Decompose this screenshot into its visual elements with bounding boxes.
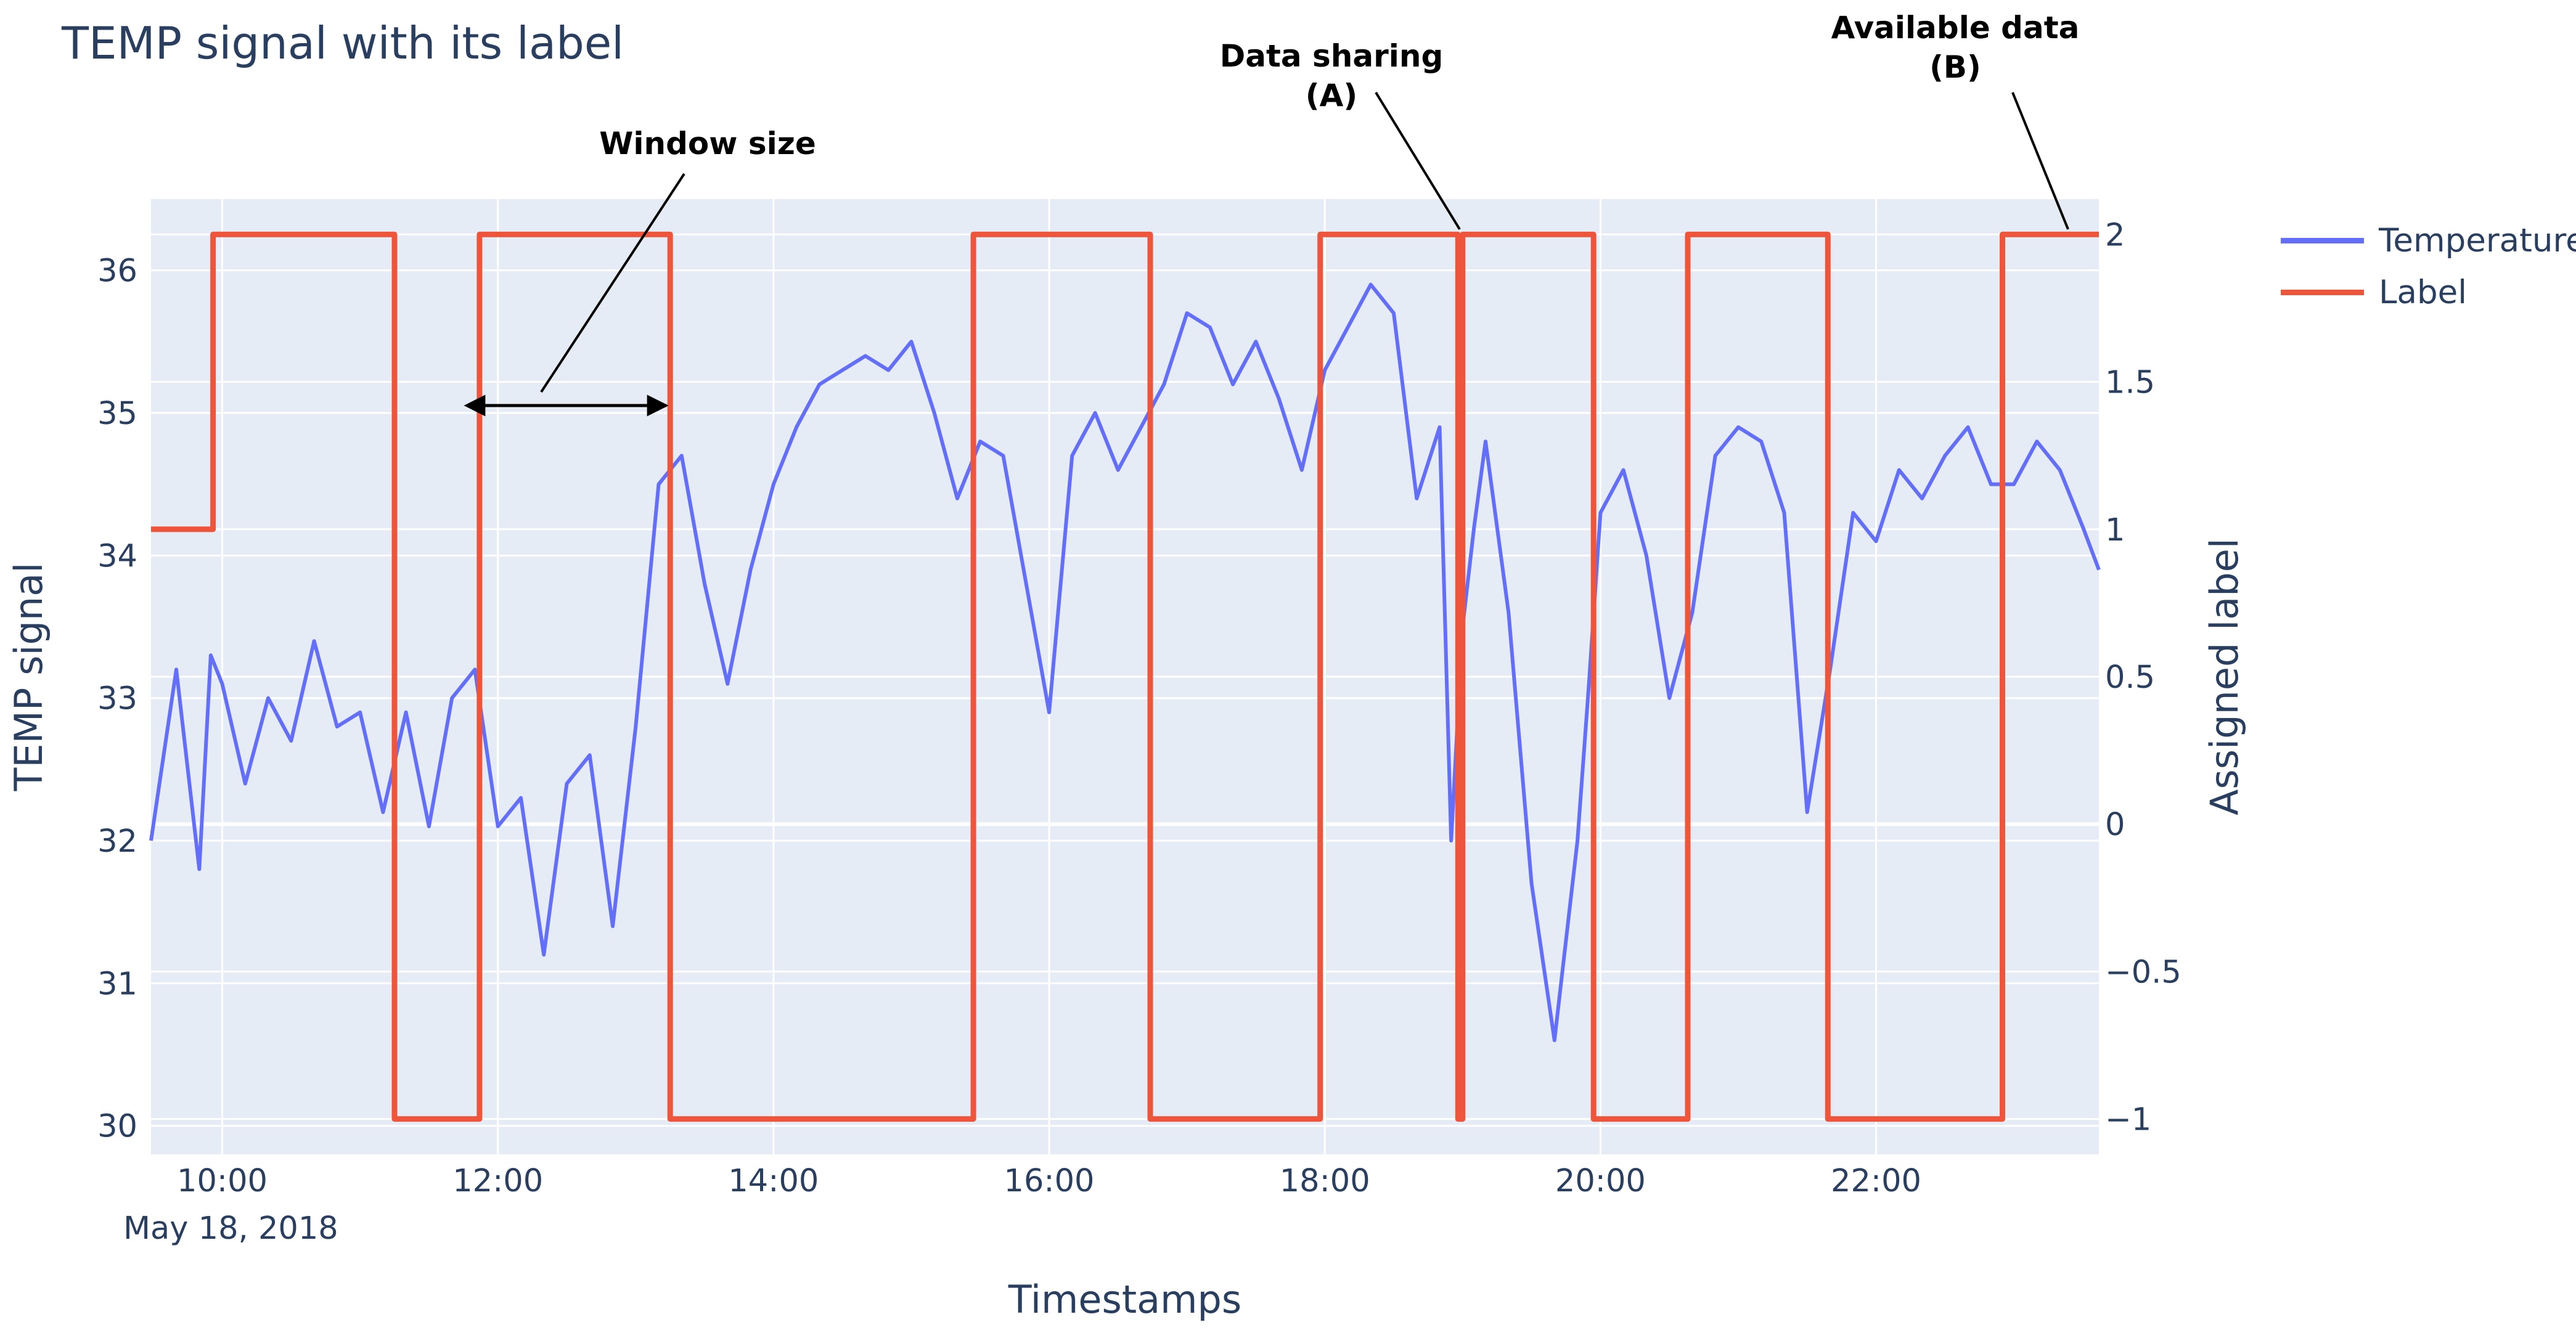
y2-axis-title: Assigned label <box>2202 538 2247 815</box>
legend-swatch-label <box>2281 289 2364 295</box>
x-tick-label: 18:00 <box>1280 1163 1370 1199</box>
x-tick-label: 12:00 <box>452 1163 543 1199</box>
annotation-available-data: Available data <box>1831 10 2080 46</box>
y-tick-label: 35 <box>97 396 137 432</box>
annotation-data-sharing-tag: (A) <box>1306 78 1357 113</box>
x-tick-label: 14:00 <box>728 1163 819 1199</box>
series-line-label <box>151 231 2099 1122</box>
annotation-window-size: Window size <box>599 126 816 161</box>
y2-tick-label: 1.5 <box>2105 365 2155 401</box>
y-tick-label: 31 <box>97 966 137 1002</box>
y2-tick-label: 1 <box>2105 512 2125 549</box>
y-tick-label: 33 <box>97 681 137 717</box>
x-date-label: May 18, 2018 <box>123 1210 338 1247</box>
x-tick-label: 10:00 <box>177 1163 268 1199</box>
grid-lines <box>151 199 2099 1154</box>
legend-label-label: Label <box>2379 273 2467 311</box>
window-size-pointer <box>540 173 685 393</box>
annotation-available-data-tag: (B) <box>1929 49 1981 85</box>
y2-tick-label: 0 <box>2105 807 2125 843</box>
chart-title: TEMP signal with its label <box>62 17 624 69</box>
y-tick-label: 30 <box>97 1109 137 1145</box>
y-axis-title: TEMP signal <box>6 562 51 791</box>
legend-item-temperature[interactable]: Temperature <box>2281 214 2576 266</box>
y2-tick-label: 0.5 <box>2105 659 2155 696</box>
y2-tick-label: 2 <box>2105 217 2125 253</box>
x-tick-label: 16:00 <box>1004 1163 1095 1199</box>
y-tick-label: 36 <box>97 253 137 290</box>
tick-labels: 10:00 12:00 14:00 16:00 18:00 20:00 22:00 30 31 3… <box>97 217 2181 1199</box>
available-data-pointer <box>2011 92 2069 230</box>
legend: Temperature Label <box>2281 214 2576 318</box>
y-tick-label: 32 <box>97 823 137 860</box>
legend-swatch-temperature <box>2281 237 2364 243</box>
legend-item-label[interactable]: Label <box>2281 266 2576 318</box>
x-tick-label: 22:00 <box>1831 1163 1921 1199</box>
annotations: Window size Data sharing (A) Available data… <box>464 10 2080 417</box>
y-tick-label: 34 <box>97 538 137 574</box>
data-sharing-pointer <box>1375 91 1461 231</box>
series-layer <box>149 231 2101 1122</box>
y2-tick-label: −1 <box>2105 1102 2151 1138</box>
x-axis-title: Timestamps <box>1008 1277 1241 1322</box>
annotation-data-sharing: Data sharing <box>1220 38 1444 74</box>
y2-tick-label: −0.5 <box>2105 954 2181 990</box>
x-tick-label: 20:00 <box>1555 1163 1646 1199</box>
legend-label-temperature: Temperature <box>2379 221 2576 259</box>
